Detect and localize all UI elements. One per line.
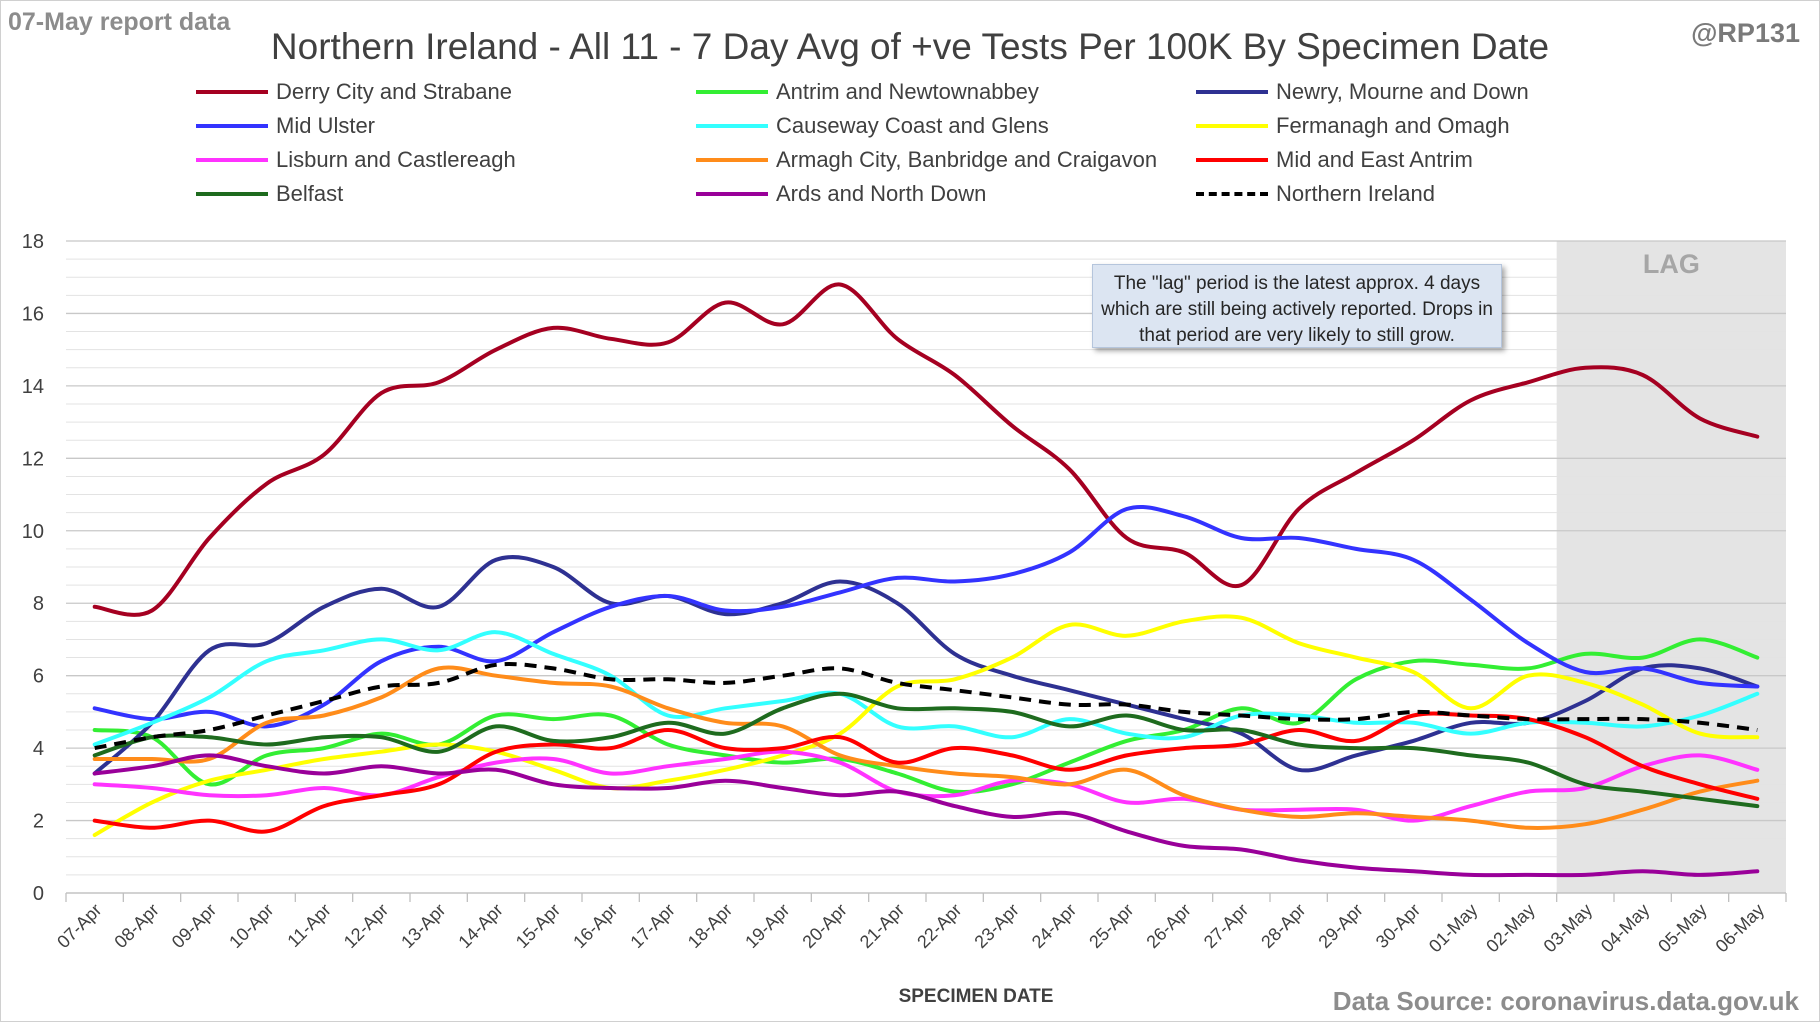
- series-line-northern-ireland: [94, 662, 1758, 751]
- legend-item-belfast: Belfast: [196, 177, 343, 211]
- legend-item-mid-and-east-antrim: Mid and East Antrim: [1196, 143, 1473, 177]
- x-tick-label: 18-Apr: [684, 900, 736, 952]
- legend-swatch: [196, 124, 268, 128]
- legend-item-northern-ireland: Northern Ireland: [1196, 177, 1435, 211]
- legend-swatch: [696, 90, 768, 94]
- series-line-mid-and-east-antrim: [92, 711, 1760, 834]
- legend-item-derry-city-and-strabane: Derry City and Strabane: [196, 75, 512, 109]
- x-tick-label: 29-Apr: [1314, 900, 1366, 952]
- x-tick-label: 14-Apr: [454, 900, 506, 952]
- report-date-label: 07-May report data: [8, 8, 231, 36]
- legend-label: Newry, Mourne and Down: [1276, 79, 1529, 104]
- x-tick-label: 22-Apr: [913, 900, 965, 952]
- x-tick-label: 27-Apr: [1200, 900, 1252, 952]
- legend-item-lisburn-and-castlereagh: Lisburn and Castlereagh: [196, 143, 516, 177]
- y-tick-label: 12: [22, 448, 44, 470]
- series-line-fermanagh-and-omagh: [92, 614, 1760, 837]
- x-tick-label: 21-Apr: [856, 900, 908, 952]
- x-tick-label: 23-Apr: [970, 900, 1022, 952]
- x-tick-label: 02-May: [1482, 900, 1539, 957]
- legend-swatch: [1196, 90, 1268, 94]
- x-tick-label: 12-Apr: [340, 900, 392, 952]
- legend-label: Northern Ireland: [1276, 181, 1435, 206]
- lag-label: LAG: [1643, 249, 1700, 279]
- series-line-derry-city-and-strabane: [92, 282, 1760, 617]
- legend-swatch: [196, 192, 268, 196]
- legend-label: Belfast: [276, 181, 344, 206]
- legend-item-armagh-city-banbridge-and-craigavon: Armagh City, Banbridge and Craigavon: [696, 143, 1157, 177]
- legend-swatch: [696, 124, 768, 128]
- legend-label: Derry City and Strabane: [276, 79, 512, 104]
- y-tick-label: 2: [33, 811, 44, 833]
- x-tick-label: 06-May: [1712, 900, 1769, 957]
- y-tick-label: 16: [22, 303, 44, 325]
- chart-title: Northern Ireland - All 11 - 7 Day Avg of…: [270, 26, 1550, 67]
- y-tick-label: 18: [22, 231, 44, 253]
- y-tick-label: 6: [33, 666, 44, 688]
- legend-label: Armagh City, Banbridge and Craigavon: [776, 147, 1158, 172]
- x-tick-label: 24-Apr: [1028, 900, 1080, 952]
- x-axis-title: SPECIMEN DATE: [899, 986, 1054, 1007]
- series-line-newry-mourne-and-down: [92, 555, 1760, 776]
- x-tick-label: 16-Apr: [569, 900, 621, 952]
- series-line-causeway-coast-and-glens: [92, 630, 1760, 747]
- legend-swatch: [1196, 124, 1268, 128]
- legend-label: Causeway Coast and Glens: [776, 113, 1049, 138]
- legend-label: Ards and North Down: [776, 181, 987, 206]
- x-tick-label: 13-Apr: [397, 900, 449, 952]
- legend-swatch: [696, 192, 768, 196]
- x-tick-label: 05-May: [1654, 900, 1711, 957]
- legend-label: Mid Ulster: [276, 113, 376, 138]
- x-tick-label: 28-Apr: [1257, 900, 1309, 952]
- legend-label: Mid and East Antrim: [1276, 147, 1473, 172]
- y-tick-label: 14: [22, 376, 44, 398]
- x-tick-label: 09-Apr: [168, 900, 220, 952]
- legend-label: Fermanagh and Omagh: [1276, 113, 1510, 138]
- x-tick-label: 03-May: [1540, 900, 1597, 957]
- series-line-mid-ulster: [92, 504, 1760, 729]
- x-tick-label: 15-Apr: [512, 900, 564, 952]
- legend-swatch: [1196, 158, 1268, 162]
- y-tick-label: 8: [33, 593, 44, 615]
- x-tick-label: 26-Apr: [1142, 900, 1194, 952]
- x-tick-label: 19-Apr: [741, 900, 793, 952]
- legend-item-fermanagh-and-omagh: Fermanagh and Omagh: [1196, 109, 1510, 143]
- legend-item-antrim-and-newtownabbey: Antrim and Newtownabbey: [696, 75, 1039, 109]
- x-tick-label: 20-Apr: [798, 900, 850, 952]
- x-tick-label: 08-Apr: [110, 900, 162, 952]
- legend-label: Antrim and Newtownabbey: [776, 79, 1039, 104]
- y-tick-label: 10: [22, 521, 44, 543]
- series-line-armagh-city-banbridge-and-craigavon: [92, 665, 1760, 830]
- author-handle: @RP131: [1691, 18, 1800, 48]
- x-tick-label: 01-May: [1425, 900, 1482, 957]
- x-tick-label: 10-Apr: [225, 900, 277, 952]
- legend-item-newry-mourne-and-down: Newry, Mourne and Down: [1196, 75, 1529, 109]
- legend-item-ards-and-north-down: Ards and North Down: [696, 177, 986, 211]
- x-tick-label: 07-Apr: [53, 900, 105, 952]
- legend-swatch: [696, 158, 768, 162]
- data-source: Data Source: coronavirus.data.gov.uk: [1332, 986, 1799, 1016]
- x-tick-label: 04-May: [1597, 900, 1654, 957]
- legend-swatch: [1196, 192, 1268, 196]
- y-tick-label: 0: [33, 883, 44, 905]
- legend-item-mid-ulster: Mid Ulster: [196, 109, 375, 143]
- x-tick-label: 11-Apr: [283, 900, 334, 951]
- series-line-ards-and-north-down: [92, 753, 1760, 878]
- series-line-belfast: [92, 691, 1760, 809]
- legend-swatch: [196, 158, 268, 162]
- series-line-lisburn-and-castlereagh: [92, 749, 1760, 823]
- lag-note: The "lag" period is the latest approx. 4…: [1092, 264, 1502, 348]
- legend-label: Lisburn and Castlereagh: [276, 147, 516, 172]
- legend-swatch: [196, 90, 268, 94]
- x-tick-label: 30-Apr: [1372, 900, 1424, 952]
- x-tick-label: 25-Apr: [1085, 900, 1137, 952]
- legend-item-causeway-coast-and-glens: Causeway Coast and Glens: [696, 109, 1049, 143]
- x-tick-label: 17-Apr: [626, 900, 678, 952]
- y-tick-label: 4: [33, 738, 44, 760]
